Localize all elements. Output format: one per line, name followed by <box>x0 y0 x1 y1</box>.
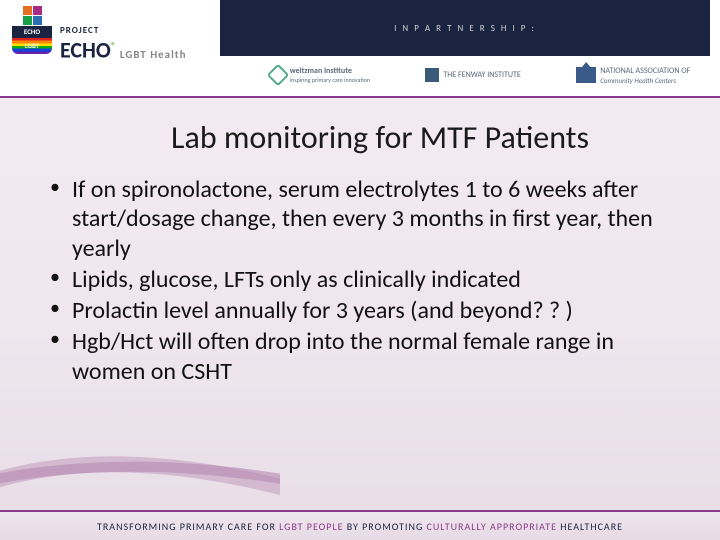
slide-title: Lab monitoring for MTF Patients <box>84 118 676 157</box>
registered-icon: ® <box>111 39 116 52</box>
partner-fenway: THE FENWAY INSTITUTE <box>425 68 520 82</box>
weitzman-name: weitzman institute <box>290 66 370 76</box>
footer-post: HEALTHCARE <box>557 520 623 533</box>
header-divider <box>0 96 720 98</box>
footer-pre: TRANSFORMING PRIMARY CARE FOR <box>97 520 279 533</box>
footer-em1: LGBT PEOPLE <box>279 520 343 533</box>
nachc-name: NATIONAL ASSOCIATION OF <box>600 66 690 76</box>
partner-logos: weitzman institute inspiring primary car… <box>250 58 710 92</box>
partner-nachc: NATIONAL ASSOCIATION OF Community Health… <box>576 66 690 85</box>
bullet-item: Lipids, glucose, LFTs only as clinically… <box>72 265 676 294</box>
bullet-item: If on spironolactone, serum electrolytes… <box>72 175 676 263</box>
footer-mid: BY PROMOTING <box>344 520 427 533</box>
bullet-item: Prolactin level annually for 3 years (an… <box>72 296 676 325</box>
partnership-label: I N P A R T N E R S H I P : <box>394 23 536 34</box>
echo-badge: ECHO LGBT <box>8 6 56 84</box>
fenway-icon <box>425 68 439 82</box>
footer: TRANSFORMING PRIMARY CARE FOR LGBT PEOPL… <box>0 510 720 540</box>
echo-text: PROJECT ECHO® LGBT Health <box>60 25 187 64</box>
content: Lab monitoring for MTF Patients If on sp… <box>0 110 720 506</box>
footer-em2: CULTURALLY APPROPRIATE <box>427 520 557 533</box>
slide: ECHO LGBT PROJECT ECHO®LGBT Health I N P… <box>0 0 720 540</box>
echo-name-text: ECHO <box>60 37 111 64</box>
project-echo-logo: ECHO LGBT PROJECT ECHO®LGBT Health <box>8 6 187 84</box>
footer-text: TRANSFORMING PRIMARY CARE FOR LGBT PEOPL… <box>97 520 623 533</box>
fenway-name: THE FENWAY INSTITUTE <box>443 70 520 80</box>
header: ECHO LGBT PROJECT ECHO®LGBT Health I N P… <box>0 0 720 96</box>
partner-weitzman: weitzman institute inspiring primary car… <box>270 66 370 84</box>
echo-squares-icon <box>23 6 42 25</box>
echo-name: ECHO® LGBT Health <box>60 36 187 64</box>
weitzman-icon <box>266 64 289 87</box>
weitzman-tag: inspiring primary care innovation <box>290 76 370 84</box>
partnership-bar: I N P A R T N E R S H I P : <box>220 0 710 56</box>
bullet-item: Hgb/Hct will often drop into the normal … <box>72 327 676 386</box>
echo-tag: LGBT Health <box>120 48 187 61</box>
nachc-icon <box>576 67 596 83</box>
bullet-list: If on spironolactone, serum electrolytes… <box>44 175 676 386</box>
echo-rainbow-label: LGBT <box>12 38 52 54</box>
nachc-sub: Community Health Centers <box>600 76 690 85</box>
echo-bar-label: ECHO <box>12 26 52 38</box>
echo-project-word: PROJECT <box>60 25 187 36</box>
